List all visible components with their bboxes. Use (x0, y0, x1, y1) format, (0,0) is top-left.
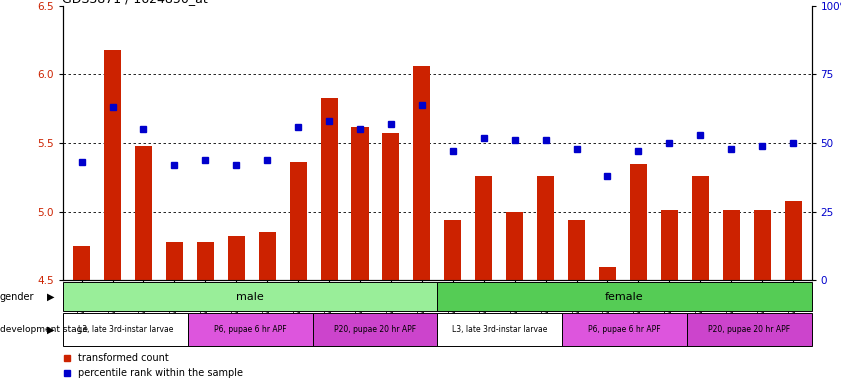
Bar (785, 201, 801, 280)
Bar (166, 242, 183, 280)
Bar (568, 220, 585, 280)
Text: female: female (606, 291, 643, 302)
Text: GDS3871 / 1624850_at: GDS3871 / 1624850_at (62, 0, 208, 5)
Bar (63, 313, 188, 346)
Bar (352, 127, 368, 280)
Text: P20, pupae 20 hr APF: P20, pupae 20 hr APF (708, 325, 791, 334)
Bar (475, 176, 492, 280)
Bar (630, 164, 647, 280)
Bar (687, 313, 812, 346)
Bar (754, 210, 770, 280)
Bar (413, 66, 431, 280)
Bar (289, 162, 307, 280)
Bar (383, 133, 399, 280)
Bar (197, 242, 214, 280)
Bar (228, 237, 245, 280)
Bar (320, 98, 337, 280)
Bar (437, 313, 562, 346)
Bar (599, 266, 616, 280)
Text: male: male (236, 291, 264, 302)
Bar (63, 282, 437, 311)
Bar (661, 210, 678, 280)
Text: gender: gender (0, 291, 34, 302)
Text: transformed count: transformed count (78, 353, 169, 363)
Bar (691, 176, 709, 280)
Text: P6, pupae 6 hr APF: P6, pupae 6 hr APF (588, 325, 661, 334)
Text: P6, pupae 6 hr APF: P6, pupae 6 hr APF (214, 325, 287, 334)
Text: P20, pupae 20 hr APF: P20, pupae 20 hr APF (334, 325, 416, 334)
Text: ▶: ▶ (47, 291, 55, 302)
Bar (537, 176, 554, 280)
Text: L3, late 3rd-instar larvae: L3, late 3rd-instar larvae (77, 325, 173, 334)
Text: ▶: ▶ (47, 324, 55, 334)
Bar (444, 220, 462, 280)
Bar (506, 212, 523, 280)
Bar (722, 210, 739, 280)
Text: development stage: development stage (0, 325, 88, 334)
Bar (188, 313, 313, 346)
Bar (562, 313, 687, 346)
Bar (259, 232, 276, 280)
Bar (135, 146, 152, 280)
Text: percentile rank within the sample: percentile rank within the sample (78, 368, 243, 378)
Text: L3, late 3rd-instar larvae: L3, late 3rd-instar larvae (452, 325, 547, 334)
Bar (437, 282, 812, 311)
Bar (313, 313, 437, 346)
Bar (73, 246, 90, 280)
Bar (104, 50, 121, 280)
